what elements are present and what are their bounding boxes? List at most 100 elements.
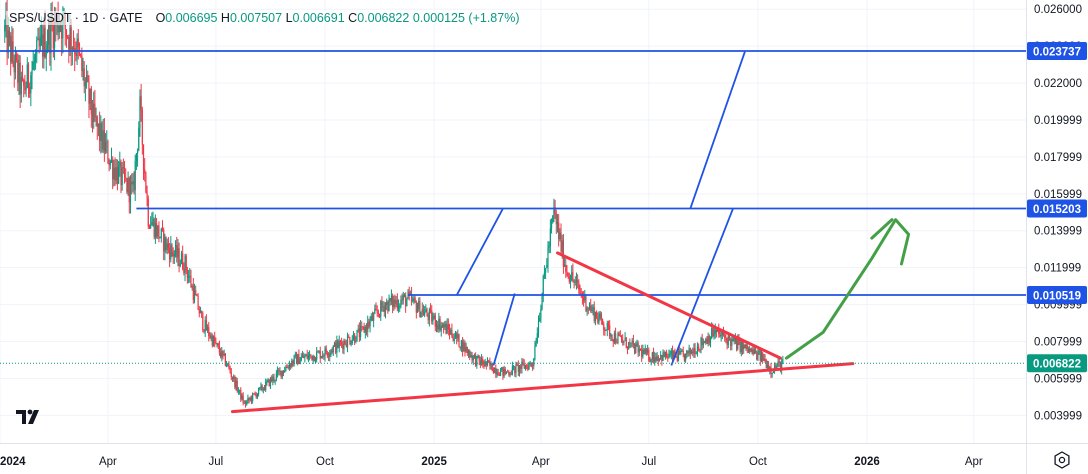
candle-body xyxy=(109,160,111,166)
candle-body xyxy=(508,372,510,375)
candle-body xyxy=(257,387,260,394)
candle-body xyxy=(241,395,243,400)
x-tick-label: Jul xyxy=(209,456,224,468)
candle-body xyxy=(734,338,736,342)
candle-body xyxy=(195,290,197,296)
candle-body xyxy=(484,361,486,366)
candle-body xyxy=(82,68,84,71)
candle-body xyxy=(99,123,101,142)
candle-body xyxy=(426,309,428,316)
candle-body xyxy=(403,295,406,297)
candle-body xyxy=(606,322,608,330)
candle-body xyxy=(550,222,553,229)
candle-body xyxy=(690,351,693,354)
candle-body xyxy=(737,339,739,350)
candle-body xyxy=(739,340,741,353)
candle-body xyxy=(263,388,266,390)
candle-body xyxy=(365,326,368,332)
candle-body xyxy=(406,299,408,307)
candle-body xyxy=(779,362,782,371)
candle-body xyxy=(645,348,648,353)
candle-body xyxy=(479,360,481,365)
candle-body xyxy=(208,327,210,336)
y-tick-label: 0.026000 xyxy=(1034,4,1082,16)
candle-body xyxy=(97,123,100,127)
candle-body xyxy=(211,335,213,346)
candle-body xyxy=(681,350,683,352)
candle-body xyxy=(255,394,257,398)
candle-body xyxy=(683,354,685,361)
candle-body xyxy=(36,40,38,55)
candle-body xyxy=(324,348,326,357)
candle-body xyxy=(252,393,254,401)
candle-body xyxy=(698,346,700,350)
x-tick-label: Jul xyxy=(641,456,656,468)
candle-body xyxy=(502,367,504,376)
candle-body xyxy=(541,296,543,310)
candle-body xyxy=(651,352,653,360)
candle-body xyxy=(669,354,671,356)
candle-body xyxy=(604,330,606,332)
candle-body xyxy=(706,339,708,345)
candle-body xyxy=(112,159,114,180)
price-axis xyxy=(1026,0,1088,474)
candle-body xyxy=(401,299,403,301)
candle-body xyxy=(467,350,470,353)
candle-body xyxy=(146,192,148,199)
candle-body xyxy=(89,88,91,104)
candle-body xyxy=(753,349,755,354)
candle-body xyxy=(504,369,506,374)
price-label-box xyxy=(1027,285,1087,304)
candle-body xyxy=(198,309,200,314)
candle-body xyxy=(345,344,347,347)
price-label-box xyxy=(1027,42,1087,61)
candle-body xyxy=(311,355,313,361)
candle-body xyxy=(461,340,464,352)
candle-body xyxy=(359,326,362,338)
y-tick-label: 0.015999 xyxy=(1034,189,1082,201)
candle-body xyxy=(615,333,617,343)
candle-body xyxy=(520,365,522,369)
settings-gear-icon[interactable] xyxy=(1052,450,1072,470)
candle-body xyxy=(529,362,531,364)
candle-body xyxy=(548,246,550,248)
tradingview-logo-icon[interactable] xyxy=(14,405,44,427)
candle-body xyxy=(642,349,644,357)
candle-body xyxy=(637,343,639,353)
candle-body xyxy=(120,162,122,185)
candle-body xyxy=(387,301,389,312)
candle-body xyxy=(438,318,440,330)
candle-body xyxy=(395,300,397,304)
candle-body xyxy=(700,338,702,350)
candle-body xyxy=(670,350,672,355)
open-label: O xyxy=(155,11,166,25)
candle-body xyxy=(235,380,237,388)
candle-body xyxy=(351,339,353,344)
candle-body xyxy=(639,348,642,350)
candle-body xyxy=(628,342,630,349)
candle-body xyxy=(400,299,402,306)
candle-body xyxy=(638,348,640,353)
candle-body xyxy=(6,15,8,53)
change-value: 0.000125 (+1.87%) xyxy=(412,11,520,25)
candle-body xyxy=(118,166,120,184)
candle-body xyxy=(150,225,152,228)
candle-body xyxy=(648,349,650,361)
candle-body xyxy=(354,334,356,343)
candle-body xyxy=(435,324,438,327)
candle-body xyxy=(496,372,498,375)
candle-body xyxy=(361,326,363,328)
candle-body xyxy=(743,344,745,350)
candle-body xyxy=(279,370,281,372)
candle-body xyxy=(749,348,751,352)
candle-body xyxy=(422,309,425,316)
candle-body xyxy=(725,338,727,340)
candle-body xyxy=(242,395,244,404)
candle-body xyxy=(356,329,358,342)
candle-body xyxy=(563,264,566,267)
candle-body xyxy=(727,335,729,346)
candle-body xyxy=(40,34,43,37)
candle-body xyxy=(95,116,97,118)
candle-body xyxy=(115,167,117,181)
